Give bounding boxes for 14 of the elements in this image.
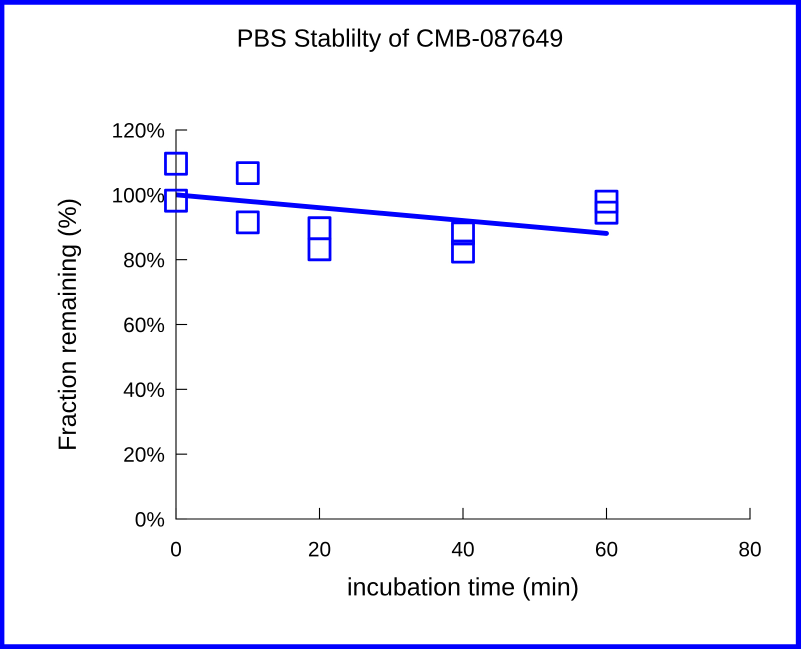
y-tick-label: 40% [124, 382, 164, 398]
y-axis-title: Fraction remaining (%) [58, 200, 82, 449]
x-axis-title: incubation time (min) [348, 577, 578, 601]
x-tick-label: 40 [452, 542, 474, 557]
chart-title: PBS Stablilty of CMB-087649 [238, 28, 562, 52]
x-tick-label: 20 [308, 542, 330, 557]
x-tick-label: 80 [739, 542, 761, 557]
y-tick-label: 60% [124, 318, 164, 332]
y-tick-label: 0% [136, 512, 164, 527]
y-tick-label: 20% [124, 447, 164, 462]
y-tick-label: 80% [124, 252, 164, 268]
x-tick-label: 60 [596, 542, 618, 557]
y-tick-label: 120% [113, 123, 164, 138]
x-tick-label: 0 [171, 542, 181, 557]
